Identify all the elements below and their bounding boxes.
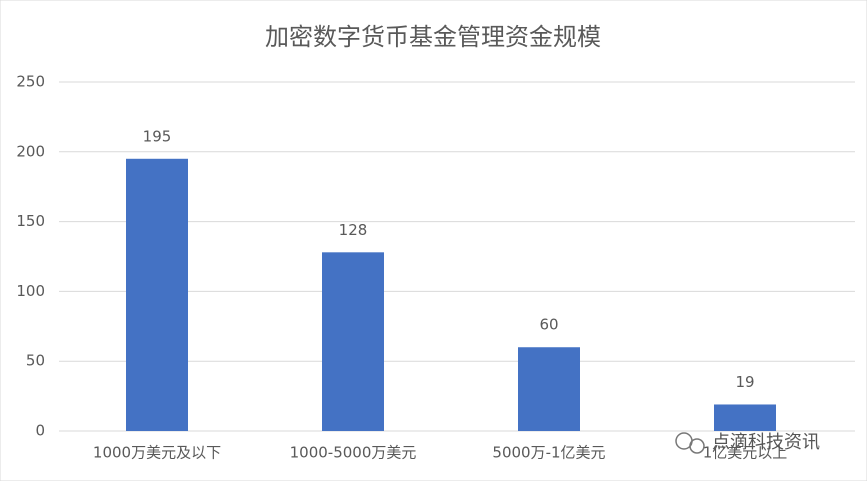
bar xyxy=(126,158,188,431)
y-tick-label: 200 xyxy=(16,142,45,160)
y-tick-label: 100 xyxy=(16,282,45,300)
x-tick-label: 1000万美元及以下 xyxy=(93,444,221,462)
data-label: 128 xyxy=(339,221,368,239)
watermark-icon xyxy=(689,438,705,454)
bar xyxy=(518,347,580,431)
bar xyxy=(714,404,776,431)
data-label: 195 xyxy=(143,127,172,145)
y-tick-label: 150 xyxy=(16,212,45,230)
x-tick-label: 1000-5000万美元 xyxy=(290,444,417,462)
watermark: 点滴科技资讯 xyxy=(675,432,820,454)
data-label: 60 xyxy=(539,316,558,334)
y-tick-label: 250 xyxy=(16,73,45,91)
watermark-text: 点滴科技资讯 xyxy=(712,432,820,453)
y-tick-label: 0 xyxy=(35,422,45,440)
x-tick-label: 1亿美元以上 xyxy=(703,444,788,462)
y-tick-label: 50 xyxy=(26,352,45,370)
bar xyxy=(322,252,384,431)
data-label: 19 xyxy=(735,373,754,391)
chart-title: 加密数字货币基金管理资金规模 xyxy=(265,23,601,51)
x-tick-label: 5000万-1亿美元 xyxy=(492,444,605,462)
